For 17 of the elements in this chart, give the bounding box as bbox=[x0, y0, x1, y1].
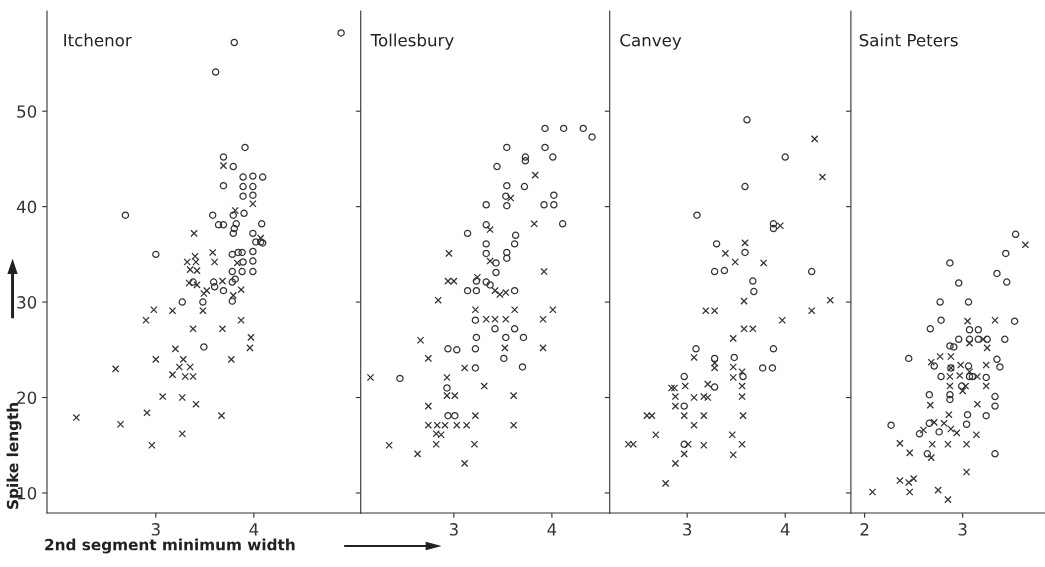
text: Itchenor bbox=[64, 33, 132, 47]
y-tick-label: 30 bbox=[17, 296, 37, 309]
y-tick-label: 20 bbox=[17, 391, 37, 405]
text: Saint Peters bbox=[859, 33, 958, 47]
x-tick-label: 3 bbox=[958, 523, 967, 536]
y-tick-label: 40 bbox=[16, 200, 37, 214]
x-tick-label: 2 bbox=[860, 523, 869, 536]
x-tick-label: 4 bbox=[547, 523, 557, 536]
x-tick-label: 4 bbox=[780, 523, 790, 536]
x-axis-title: 2nd segment minimum width bbox=[45, 538, 295, 554]
text: Tollesbury bbox=[370, 33, 454, 50]
text: Canvey bbox=[620, 33, 682, 50]
x-tick-label: 3 bbox=[683, 523, 692, 536]
x-tick-label: 3 bbox=[449, 523, 458, 536]
x-tick-label: 4 bbox=[249, 523, 259, 536]
x-tick-label: 3 bbox=[151, 523, 160, 536]
y-tick-label: 50 bbox=[17, 105, 37, 118]
